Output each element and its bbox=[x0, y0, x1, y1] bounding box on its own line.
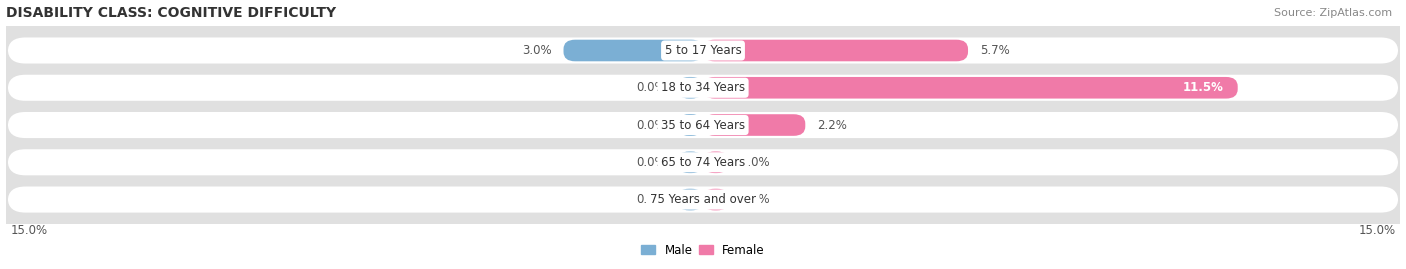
FancyBboxPatch shape bbox=[703, 189, 728, 210]
Text: 0.0%: 0.0% bbox=[636, 81, 666, 94]
FancyBboxPatch shape bbox=[678, 77, 703, 98]
Text: 0.0%: 0.0% bbox=[636, 119, 666, 132]
FancyBboxPatch shape bbox=[8, 149, 1398, 175]
Text: 11.5%: 11.5% bbox=[1182, 81, 1223, 94]
FancyBboxPatch shape bbox=[678, 114, 703, 136]
Text: 0.0%: 0.0% bbox=[740, 156, 770, 169]
FancyBboxPatch shape bbox=[8, 75, 1398, 101]
Text: 2.2%: 2.2% bbox=[817, 119, 846, 132]
Text: 75 Years and over: 75 Years and over bbox=[650, 193, 756, 206]
Legend: Male, Female: Male, Female bbox=[637, 239, 769, 261]
Text: 0.0%: 0.0% bbox=[636, 156, 666, 169]
Text: 35 to 64 Years: 35 to 64 Years bbox=[661, 119, 745, 132]
Text: 3.0%: 3.0% bbox=[522, 44, 553, 57]
Text: 5 to 17 Years: 5 to 17 Years bbox=[665, 44, 741, 57]
Text: 65 to 74 Years: 65 to 74 Years bbox=[661, 156, 745, 169]
Text: 0.0%: 0.0% bbox=[636, 193, 666, 206]
FancyBboxPatch shape bbox=[8, 186, 1398, 213]
FancyBboxPatch shape bbox=[8, 37, 1398, 63]
FancyBboxPatch shape bbox=[8, 112, 1398, 138]
Text: Source: ZipAtlas.com: Source: ZipAtlas.com bbox=[1274, 8, 1392, 18]
FancyBboxPatch shape bbox=[678, 151, 703, 173]
Text: DISABILITY CLASS: COGNITIVE DIFFICULTY: DISABILITY CLASS: COGNITIVE DIFFICULTY bbox=[6, 6, 336, 20]
Text: 15.0%: 15.0% bbox=[10, 224, 48, 237]
Text: 0.0%: 0.0% bbox=[740, 193, 770, 206]
Text: 15.0%: 15.0% bbox=[1358, 224, 1396, 237]
FancyBboxPatch shape bbox=[703, 77, 1237, 98]
FancyBboxPatch shape bbox=[703, 151, 728, 173]
Text: 5.7%: 5.7% bbox=[980, 44, 1010, 57]
Text: 18 to 34 Years: 18 to 34 Years bbox=[661, 81, 745, 94]
FancyBboxPatch shape bbox=[703, 114, 806, 136]
FancyBboxPatch shape bbox=[678, 189, 703, 210]
FancyBboxPatch shape bbox=[703, 40, 967, 61]
FancyBboxPatch shape bbox=[564, 40, 703, 61]
